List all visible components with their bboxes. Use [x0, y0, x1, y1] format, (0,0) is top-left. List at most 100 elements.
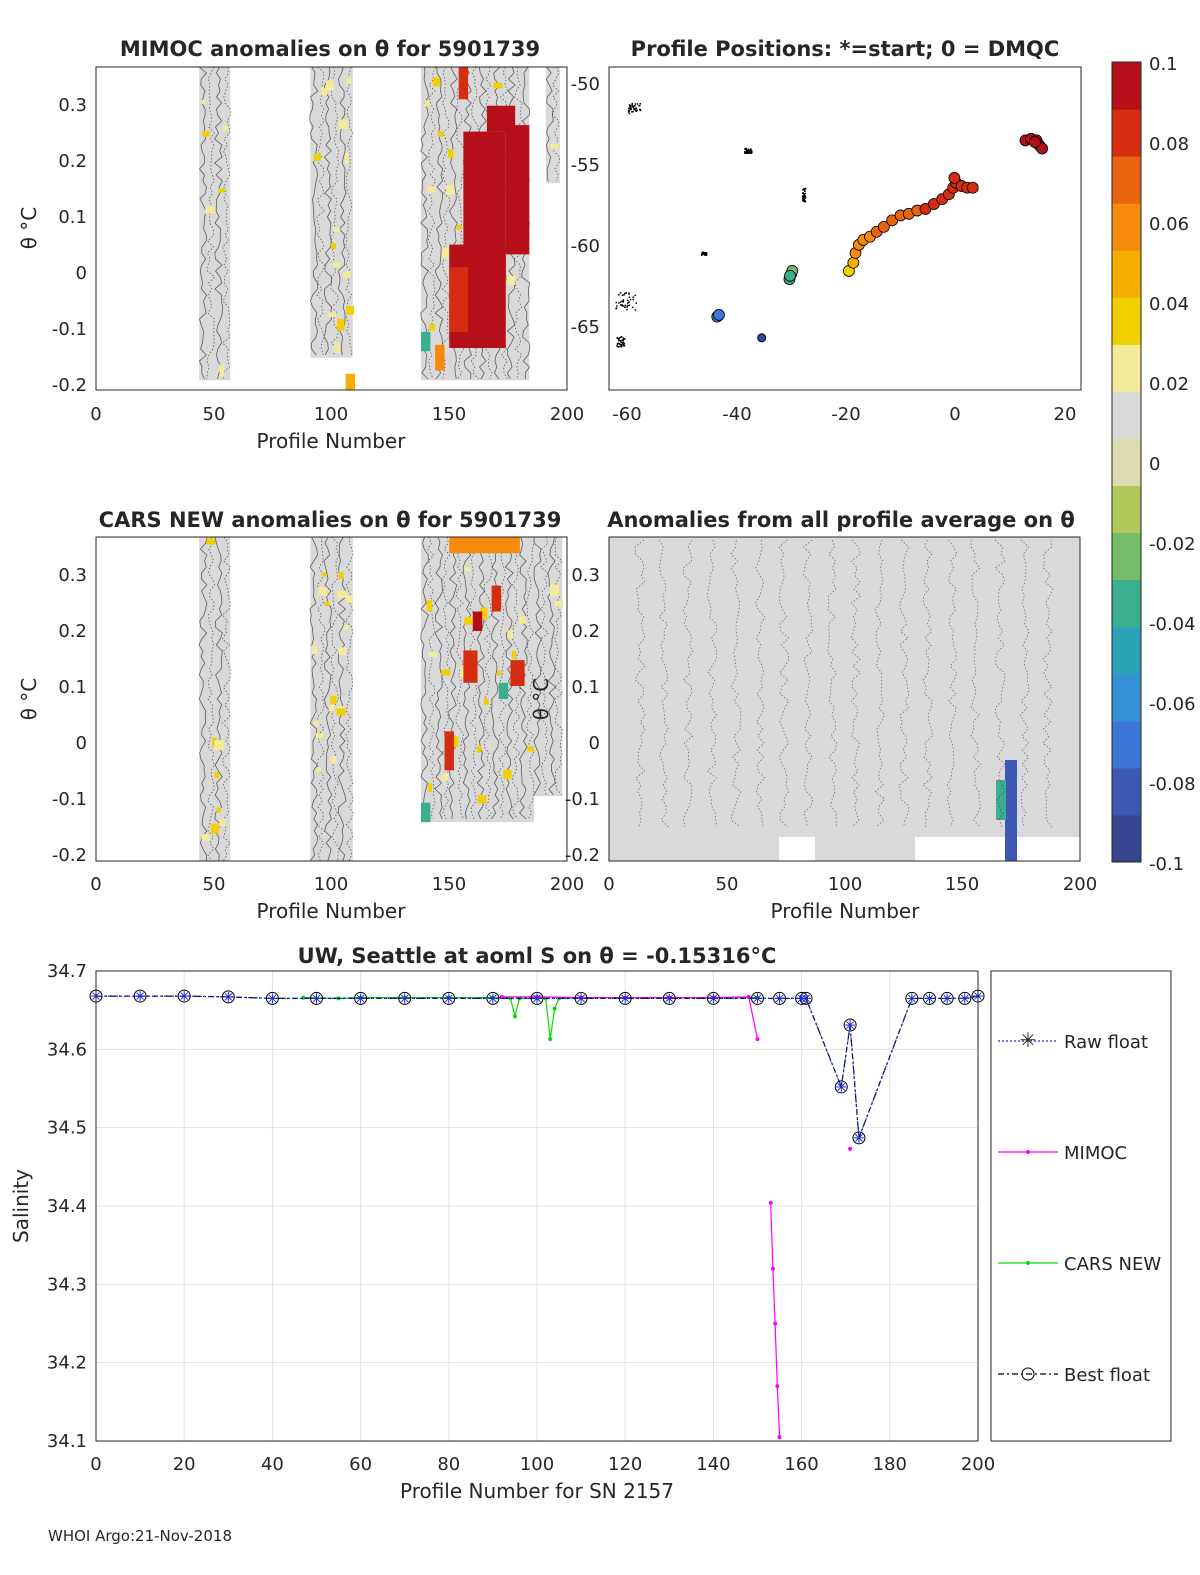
coastline-dot	[615, 307, 618, 309]
colorbar-step	[1112, 109, 1141, 157]
contour-line	[778, 539, 790, 828]
series-point	[179, 991, 190, 1002]
coastline-dot	[628, 112, 631, 115]
legend-best-label: Best float	[1064, 1365, 1150, 1386]
colorbar-steps	[1112, 62, 1141, 863]
p3-ylabel: θ °C	[17, 678, 41, 721]
cb-tick-6: -0.02	[1149, 534, 1196, 555]
anomaly-cell	[505, 125, 530, 255]
series-point	[399, 993, 410, 1004]
p3-xtick-2: 100	[314, 874, 348, 895]
panel-cars: CARS NEW anomalies on θ for 5901739 0 50…	[17, 508, 584, 923]
salinity-xtick: 100	[520, 1454, 554, 1475]
coastline-dot	[621, 305, 624, 307]
coastline-dot	[625, 292, 627, 294]
coastline-dot	[630, 107, 632, 109]
anomaly-cell	[328, 312, 337, 318]
coastline-dot	[622, 305, 625, 307]
contour-line	[309, 66, 319, 356]
anomaly-cell	[315, 768, 322, 773]
series-point	[836, 1081, 847, 1092]
anomaly-cell	[497, 670, 502, 676]
anomaly-cell	[344, 153, 350, 164]
coastline-dot	[622, 343, 624, 345]
anomaly-cell	[486, 105, 516, 132]
anomaly-cell	[464, 566, 471, 572]
contour-line	[658, 539, 669, 828]
contour-line	[337, 66, 347, 356]
coastline-dot	[620, 304, 622, 306]
coastline-dot	[705, 254, 708, 256]
coastline-dot	[703, 252, 705, 254]
salinity-xtick: 140	[696, 1454, 730, 1475]
coastline-dot	[802, 194, 804, 197]
coastline-dot	[804, 200, 807, 203]
panel-cars-heatmap	[198, 536, 564, 862]
contour-line	[970, 539, 982, 828]
contour-line	[1042, 539, 1054, 828]
p3-ytick-4: -0.1	[52, 789, 87, 810]
anomaly-cell	[346, 595, 354, 603]
series-point	[770, 1266, 775, 1271]
anomaly-cell	[315, 733, 324, 739]
anomaly-cell	[429, 324, 436, 331]
series-point	[310, 991, 323, 1005]
series-point	[311, 993, 322, 1004]
contour-line	[420, 536, 430, 820]
contour-line	[323, 536, 333, 862]
series-point	[777, 1435, 782, 1440]
coastline-dot	[804, 190, 806, 192]
anomaly-cell	[345, 373, 356, 390]
coastline-dot	[628, 292, 630, 294]
legend-best-marker	[1021, 1367, 1035, 1381]
coastline-dot	[745, 147, 747, 150]
p1-xtick-4: 200	[550, 404, 584, 425]
anomaly-cell	[996, 780, 1006, 820]
coastline-dot	[804, 196, 806, 198]
contour-line	[207, 536, 216, 862]
anomaly-cell	[321, 572, 327, 577]
contour-line	[706, 539, 718, 828]
contour-line	[427, 536, 437, 820]
colorbar-step	[1112, 485, 1141, 534]
series-point	[133, 989, 147, 1003]
anomaly-cell	[447, 149, 454, 159]
p2-ytick-2: -60	[571, 236, 600, 257]
coastline-dot	[748, 152, 750, 154]
salinity-chart: UW, Seattle at aoml S on θ = -0.15316°C …	[9, 944, 995, 1503]
coastline-dot	[634, 105, 636, 107]
p1-ytick-1: 0.2	[58, 151, 87, 172]
track-point	[877, 220, 890, 233]
coastline-dot	[619, 339, 622, 342]
salinity-xtick: 60	[349, 1454, 372, 1475]
contour-line	[448, 536, 458, 820]
p1-xtick-3: 150	[432, 404, 466, 425]
series-point	[530, 991, 544, 1005]
p4-ylabel: θ °C	[529, 678, 553, 721]
colorbar-step	[1112, 250, 1141, 298]
colorbar-step	[1112, 532, 1141, 581]
series-point	[906, 993, 917, 1004]
p1-ytick-5: -0.2	[52, 375, 87, 396]
anomaly-cell	[420, 802, 431, 823]
series-point	[708, 993, 719, 1004]
coastline-dot	[634, 110, 637, 112]
contour-line	[316, 66, 325, 356]
coastline-dot	[803, 195, 805, 197]
anomaly-cell	[479, 607, 488, 620]
footer-credit: WHOI Argo:21-Nov-2018	[48, 1527, 232, 1545]
coastline-dot	[802, 195, 804, 198]
coastline-islands	[615, 102, 807, 348]
contour-line	[490, 536, 500, 820]
salinity-ytick: 34.1	[47, 1431, 87, 1452]
series-point	[620, 993, 631, 1004]
anomaly-cell	[201, 834, 210, 841]
p1-ytick-4: -0.1	[52, 319, 87, 340]
salinity-ylabel: Salinity	[9, 1169, 33, 1243]
anomaly-cell	[507, 275, 516, 285]
coastline-dot	[632, 296, 635, 298]
track-point	[966, 181, 979, 194]
track-point	[713, 309, 725, 321]
salinity-xtick: 40	[261, 1454, 284, 1475]
coastline-dot	[631, 111, 633, 113]
